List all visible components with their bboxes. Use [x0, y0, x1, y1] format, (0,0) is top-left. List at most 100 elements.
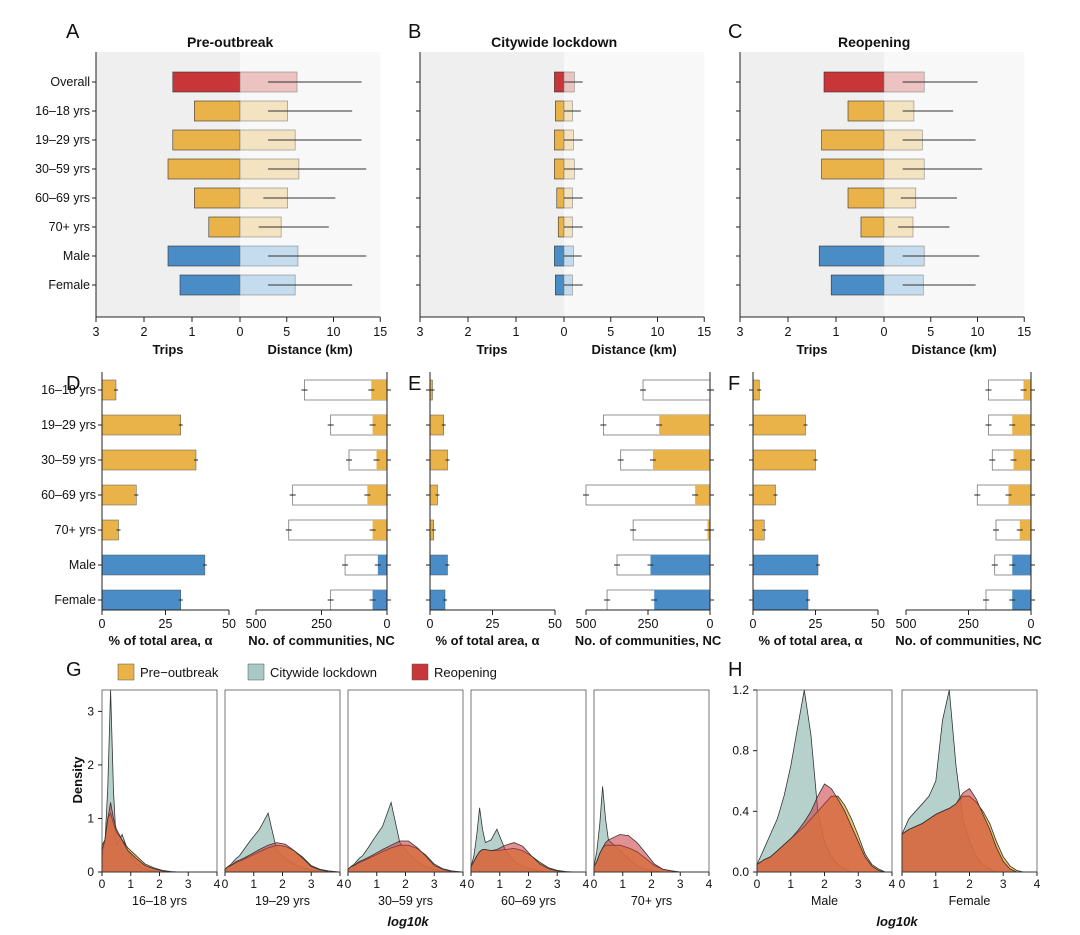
- x-axis-label-trips: Trips: [152, 342, 183, 357]
- trips-bar: [557, 216, 565, 238]
- legend-swatch: [117, 663, 135, 681]
- nc-filled-bar: [654, 590, 710, 610]
- category-label: Male: [63, 249, 90, 263]
- x-tick-label: 0: [1028, 617, 1035, 631]
- nc-filled-bar: [372, 415, 387, 435]
- x-tick-label: 0: [899, 877, 906, 891]
- x-tick-label: 4: [214, 877, 221, 891]
- x-tick-label: 3: [1000, 877, 1007, 891]
- subplot-4: 0 1 2 3 4 70+ yrs: [591, 689, 713, 908]
- x-tick-label: 0: [707, 617, 714, 631]
- nc-filled-bar: [1019, 520, 1031, 540]
- subplot-1: 0 1 2 3 4 Female: [899, 689, 1041, 908]
- legend-label: Pre−outbreak: [140, 665, 219, 680]
- x-tick-label: 3: [308, 877, 315, 891]
- x-tick-label: 15: [1017, 325, 1031, 339]
- x-tick-label: 250: [958, 617, 979, 631]
- x-tick-label: 3: [554, 877, 561, 891]
- category-label: 19–29 yrs: [41, 418, 96, 432]
- panel-H: 0 1 2 3 4 Male 0 1 2 3 4 Female 0.0 0.4 0.8 1.2 log10k: [732, 683, 1040, 929]
- x-tick-label: 1: [932, 877, 939, 891]
- x-axis-label-nc: No. of communities, NC: [575, 633, 722, 648]
- nc-total-bar: [632, 519, 711, 541]
- x-tick-label: 0: [561, 325, 568, 339]
- density-reopen: [347, 840, 464, 873]
- x-tick-label: 2: [966, 877, 973, 891]
- legend-swatch: [411, 663, 429, 681]
- alpha-bar: [752, 414, 806, 436]
- x-tick-label: 3: [93, 325, 100, 339]
- trips-bar: [172, 71, 241, 93]
- panel-letter-E: E: [408, 373, 421, 395]
- category-label: 70+ yrs: [55, 523, 96, 537]
- category-label: 16–18 yrs: [35, 104, 90, 118]
- panel-letter-B: B: [408, 21, 421, 43]
- x-tick-label: 250: [638, 617, 659, 631]
- x-tick-label: 0: [237, 325, 244, 339]
- trips-bar: [179, 274, 241, 296]
- x-tick-label: 500: [576, 617, 597, 631]
- trips-bar: [554, 71, 565, 93]
- x-tick-label: 5: [607, 325, 614, 339]
- category-label: Male: [69, 558, 96, 572]
- nc-filled-bar: [1012, 555, 1031, 575]
- category-label: 60–69 yrs: [41, 488, 96, 502]
- x-tick-label: 3: [737, 325, 744, 339]
- nc-filled-bar: [376, 450, 387, 470]
- x-tick-label: 0: [750, 617, 757, 631]
- panel-letter-C: C: [728, 21, 742, 43]
- y-tick-label: 0.4: [732, 804, 749, 818]
- nc-filled-bar: [372, 590, 387, 610]
- x-tick-label: 15: [373, 325, 387, 339]
- alpha-bar: [429, 449, 448, 471]
- x-axis-label-nc: No. of communities, NC: [248, 633, 395, 648]
- x-tick-label: 0: [591, 877, 598, 891]
- x-tick-label: 2: [648, 877, 655, 891]
- category-label: Female: [54, 593, 96, 607]
- subplot-0: 0 1 2 3 4 Male: [754, 689, 896, 908]
- x-tick-label: 250: [311, 617, 332, 631]
- trips-bar: [847, 187, 885, 209]
- x-tick-label: 2: [525, 877, 532, 891]
- x-axis-label-log10k: log10k: [387, 914, 429, 929]
- x-axis-label-nc: No. of communities, NC: [895, 633, 1042, 648]
- x-tick-label: 2: [465, 325, 472, 339]
- nc-filled-bar: [1012, 415, 1031, 435]
- x-tick-label: 50: [222, 617, 236, 631]
- nc-filled-bar: [695, 485, 710, 505]
- subplot-1: 0 1 2 3 4 19–29 yrs: [222, 689, 344, 908]
- shaded-background: [740, 52, 884, 317]
- nc-filled-bar: [1013, 450, 1031, 470]
- x-tick-label: 0: [99, 877, 106, 891]
- subplot-label: 16–18 yrs: [132, 894, 187, 908]
- x-axis-label-distance: Distance (km): [912, 342, 997, 357]
- legend: Pre−outbreak Citywide lockdown Reopening: [117, 663, 497, 681]
- panel-A: Pre-outbreak Overall 16–18 yrs 19–29 yrs 30–…: [35, 34, 387, 357]
- trips-bar: [167, 245, 241, 267]
- x-tick-label: 2: [279, 877, 286, 891]
- subplot-label: Female: [949, 894, 991, 908]
- x-tick-label: 1: [513, 325, 520, 339]
- density-reopen: [470, 842, 586, 873]
- panel-letter-G: G: [66, 659, 82, 681]
- x-tick-label: 0: [468, 877, 475, 891]
- x-tick-label: 0: [99, 617, 106, 631]
- nc-total-bar: [585, 484, 711, 506]
- alpha-bar: [752, 554, 819, 576]
- category-label: 16–18 yrs: [41, 383, 96, 397]
- trips-bar: [555, 274, 565, 296]
- x-tick-label: 1: [127, 877, 134, 891]
- subplot-0: 0 1 2 3 4 16–18 yrs: [99, 689, 221, 908]
- panel-E: 0 25 50 % of total area, α 500 250 0 No. of com…: [426, 372, 722, 648]
- density-reopen: [901, 788, 1037, 873]
- nc-filled-bar: [371, 380, 387, 400]
- panel-letter-F: F: [728, 373, 740, 395]
- panel-letter-D: D: [66, 373, 80, 395]
- trips-bar: [167, 158, 241, 180]
- subplot-frame: [224, 689, 341, 873]
- trips-bar: [554, 158, 565, 180]
- x-tick-label: 4: [583, 877, 590, 891]
- x-tick-label: 0: [427, 617, 434, 631]
